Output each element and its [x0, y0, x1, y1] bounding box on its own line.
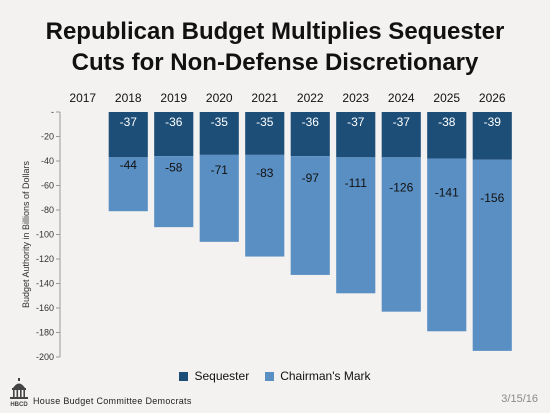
data-label: -156 — [480, 191, 504, 205]
bar-chairmans-mark — [336, 157, 376, 294]
x-tick-label: 2025 — [433, 91, 460, 105]
data-label: -58 — [165, 161, 183, 175]
y-tick-label: -20 — [41, 132, 54, 142]
legend-swatch-sequester — [179, 371, 189, 381]
bar-sequester — [108, 112, 148, 158]
plot-area: - -20 -40 -60 -80 -100 -120 -140 -160 -180 -200 Bud… — [21, 91, 512, 362]
logo-text: HBCD — [10, 402, 28, 408]
bar-sequester — [336, 112, 376, 158]
y-tick-label: -160 — [36, 303, 54, 313]
data-label: -37 — [347, 115, 365, 129]
data-label: -83 — [256, 166, 274, 180]
legend-item-chairmans-mark: Chairman's Mark — [265, 369, 371, 383]
chart-legend: Sequester Chairman's Mark — [0, 369, 550, 383]
y-tick-label: -80 — [41, 205, 54, 215]
y-axis-label: Budget Authority in Billions of Dollars — [21, 160, 31, 308]
data-label: -38 — [438, 115, 456, 129]
x-tick-label: 2019 — [160, 91, 187, 105]
legend-swatch-chairmans-mark — [265, 371, 275, 381]
bar-sequester — [245, 112, 285, 155]
bar-chairmans-mark — [199, 154, 239, 242]
y-tick-label: -200 — [36, 352, 54, 362]
data-label: -36 — [302, 115, 320, 129]
data-label: -35 — [211, 115, 229, 129]
bar-sequester — [381, 112, 421, 158]
bar-sequester — [199, 112, 239, 155]
y-tick-label: -60 — [41, 181, 54, 191]
bar-chairmans-mark — [427, 158, 467, 332]
x-tick-label: 2020 — [206, 91, 233, 105]
bar-sequester — [154, 112, 194, 157]
data-label: -111 — [345, 176, 368, 190]
data-label: -37 — [393, 115, 411, 129]
y-tick-label: - — [51, 107, 54, 117]
bar-chairmans-mark — [154, 156, 194, 228]
x-tick-label: 2018 — [115, 91, 142, 105]
data-label: -37 — [120, 115, 138, 129]
bar-chairmans-mark — [290, 156, 330, 275]
bar-chairmans-mark — [245, 154, 285, 257]
bar-sequester — [427, 112, 467, 159]
bar-sequester — [472, 112, 512, 160]
x-tick-label: 2017 — [69, 91, 96, 105]
data-label: -44 — [120, 158, 138, 172]
data-label: -35 — [256, 115, 274, 129]
x-tick-label: 2022 — [297, 91, 324, 105]
x-tick-label: 2024 — [388, 91, 415, 105]
data-label: -39 — [484, 115, 502, 129]
legend-label-sequester: Sequester — [194, 369, 250, 383]
data-label: -36 — [165, 115, 183, 129]
x-tick-label: 2023 — [342, 91, 369, 105]
x-tick-label: 2021 — [251, 91, 278, 105]
y-tick-label: -40 — [41, 156, 54, 166]
y-tick-label: -120 — [36, 254, 54, 264]
bar-chairmans-mark — [472, 159, 512, 351]
legend-item-sequester: Sequester — [179, 369, 249, 383]
chart-title: Republican Budget Multiplies Sequester C… — [0, 16, 550, 78]
y-tick-label: -140 — [36, 279, 54, 289]
footer-date: 3/15/16 — [501, 393, 538, 405]
data-label: -126 — [389, 180, 413, 194]
capitol-logo-icon: HBCD — [8, 378, 30, 413]
footer-org: House Budget Committee Democrats — [33, 396, 192, 406]
chart-title-line-1: Republican Budget Multiplies Sequester — [45, 18, 505, 45]
bar-sequester — [290, 112, 330, 157]
bar-chairmans-mark — [381, 157, 421, 312]
y-tick-label: -180 — [36, 328, 54, 338]
data-label: -97 — [302, 171, 320, 185]
y-tick-label: -100 — [36, 230, 54, 240]
data-label: -71 — [211, 163, 229, 177]
data-label: -141 — [435, 186, 459, 200]
x-tick-label: 2026 — [479, 91, 506, 105]
chart-title-line-2: Cuts for Non-Defense Discretionary — [71, 49, 479, 76]
legend-label-chairmans-mark: Chairman's Mark — [280, 369, 371, 383]
bar-chairmans-mark — [108, 157, 148, 212]
